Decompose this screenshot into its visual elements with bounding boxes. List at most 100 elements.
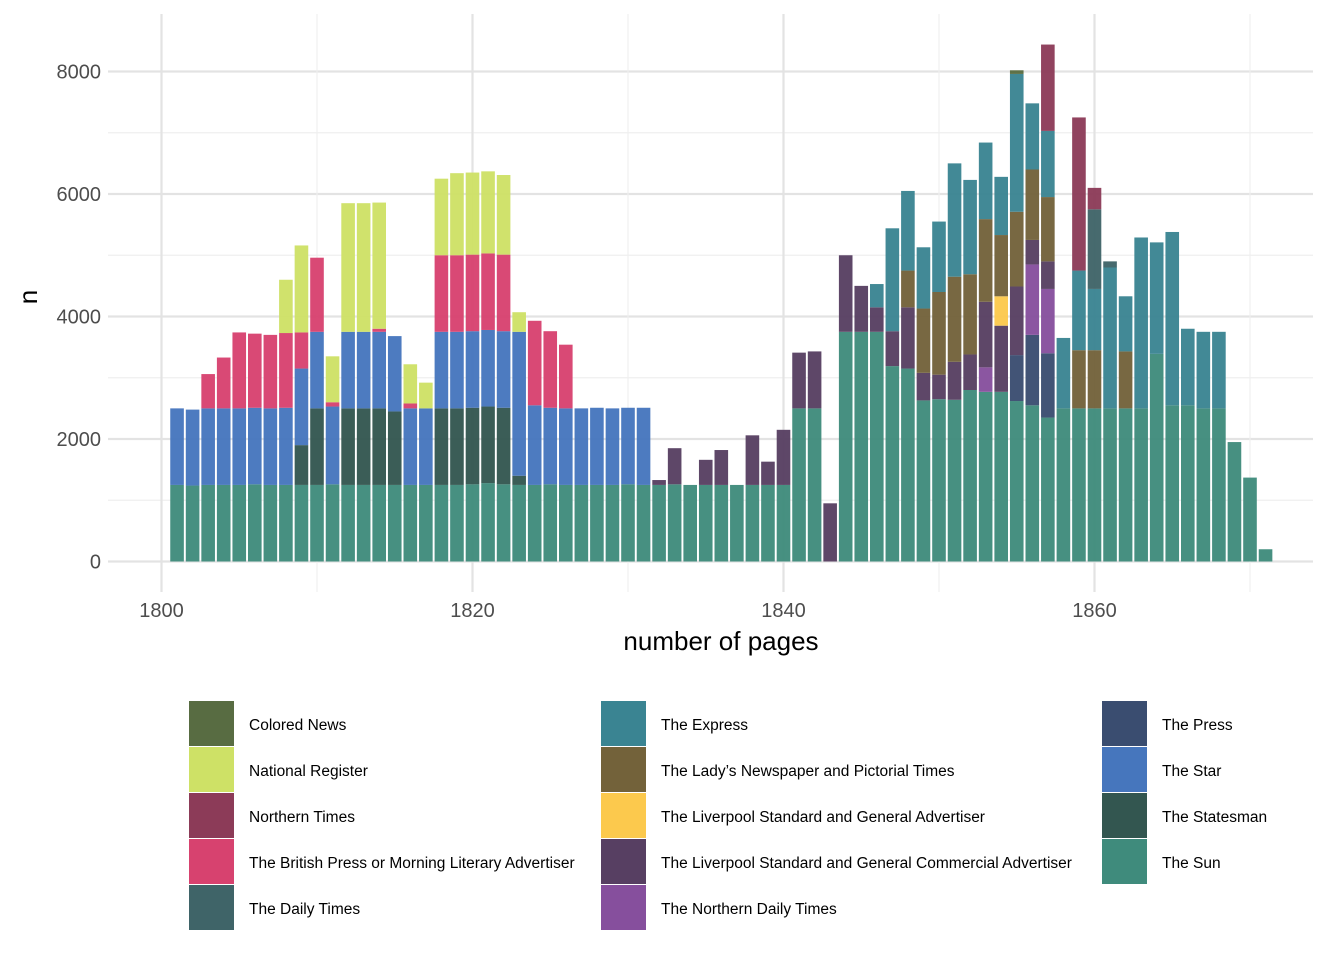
bar-segment bbox=[481, 329, 495, 407]
bar-segment bbox=[372, 331, 386, 409]
bar-segment bbox=[294, 245, 309, 333]
bar-segment bbox=[932, 292, 946, 375]
bar-segment bbox=[916, 372, 931, 401]
bar-segment bbox=[512, 331, 526, 476]
bar-segment bbox=[450, 255, 464, 332]
bar-segment bbox=[341, 203, 355, 332]
bar-segment bbox=[1041, 261, 1055, 289]
bar-segment bbox=[543, 484, 558, 562]
bar-segment bbox=[387, 336, 402, 412]
bar-segment bbox=[434, 408, 449, 485]
bar-segment bbox=[341, 408, 355, 485]
bar-segment bbox=[978, 301, 993, 368]
bar-segment bbox=[1087, 209, 1102, 289]
bar-segment bbox=[605, 408, 620, 485]
bar-segment bbox=[1118, 351, 1133, 409]
bar-segment bbox=[652, 484, 666, 562]
bar-segment bbox=[1196, 408, 1211, 562]
bar-segment bbox=[994, 325, 1008, 392]
bar-segment bbox=[1056, 408, 1071, 562]
bar-segment bbox=[512, 484, 526, 562]
bar-segment bbox=[325, 484, 340, 562]
bar-segment bbox=[527, 484, 542, 562]
bar-segment bbox=[1041, 417, 1055, 562]
bar-segment bbox=[776, 484, 791, 562]
bar-segment bbox=[372, 202, 386, 329]
bar-segment bbox=[621, 484, 635, 562]
bar-segment bbox=[714, 450, 729, 485]
bar-segment bbox=[403, 364, 418, 404]
bar-segment bbox=[216, 408, 231, 485]
y-tick-label: 2000 bbox=[57, 429, 102, 451]
x-axis-ticks: 1800 1820 1840 1860 bbox=[139, 600, 1117, 622]
bar-segment bbox=[1181, 405, 1195, 562]
bar-segment bbox=[310, 408, 324, 485]
bar-segment bbox=[559, 484, 573, 562]
bar-segment bbox=[465, 254, 480, 332]
y-axis-title: n bbox=[13, 290, 43, 304]
bar-segment bbox=[730, 484, 744, 562]
bar-segment bbox=[590, 407, 604, 485]
bar-segment bbox=[947, 276, 962, 362]
bar-segment bbox=[450, 484, 464, 562]
bar-segment bbox=[232, 484, 247, 562]
bar-segment bbox=[1087, 408, 1102, 562]
bar-segment bbox=[387, 411, 402, 485]
bar-segment bbox=[356, 484, 371, 562]
bar-segment bbox=[1087, 350, 1102, 409]
bar-segment bbox=[185, 409, 200, 486]
bar-segment bbox=[574, 484, 589, 562]
legend-label: Colored News bbox=[249, 717, 347, 734]
bar-segment bbox=[325, 356, 340, 403]
bar-segment bbox=[1243, 477, 1257, 562]
bar-segment bbox=[1072, 350, 1086, 409]
bar-segment bbox=[527, 320, 542, 406]
bar-segment bbox=[481, 406, 495, 484]
bar-segment bbox=[201, 484, 215, 562]
bar-segment bbox=[838, 255, 853, 332]
bar-segment bbox=[310, 484, 324, 562]
legend-label: The Liverpool Standard and General Adver… bbox=[661, 809, 985, 826]
bar-segment bbox=[605, 484, 620, 562]
bar-segment bbox=[1041, 197, 1055, 262]
bar-segment bbox=[714, 484, 729, 562]
bar-segment bbox=[294, 445, 309, 485]
bar-segment bbox=[885, 331, 900, 367]
bar-segment bbox=[341, 331, 355, 409]
bar-segment bbox=[496, 175, 511, 255]
bar-segment bbox=[963, 179, 977, 275]
legend-key bbox=[1102, 747, 1147, 792]
bar-segment bbox=[1041, 130, 1055, 198]
bar-segment bbox=[994, 176, 1008, 236]
legend-key bbox=[601, 701, 646, 746]
bar-segment bbox=[1087, 187, 1102, 210]
bar-segment bbox=[698, 459, 713, 485]
bar-segment bbox=[1009, 401, 1024, 562]
bar-segment bbox=[652, 480, 666, 485]
bar-segment bbox=[170, 484, 184, 562]
bar-segment bbox=[761, 461, 775, 485]
bar-segment bbox=[621, 407, 635, 485]
bar-segment bbox=[1025, 405, 1040, 562]
bar-segment bbox=[1041, 44, 1055, 131]
legend-key bbox=[601, 793, 646, 838]
legend-key bbox=[1102, 839, 1147, 884]
legend-key bbox=[189, 701, 234, 746]
bar-segment bbox=[994, 391, 1008, 562]
y-tick-label: 4000 bbox=[57, 307, 102, 329]
bar-segment bbox=[807, 351, 822, 409]
legend-label: The Express bbox=[661, 717, 748, 734]
bar-segment bbox=[1025, 169, 1040, 240]
legend-label: The Star bbox=[1162, 763, 1221, 780]
bar-segment bbox=[294, 332, 309, 369]
y-tick-label: 8000 bbox=[57, 62, 102, 84]
bar-segment bbox=[978, 367, 993, 392]
legend-label: The Northern Daily Times bbox=[661, 901, 837, 918]
bar-segment bbox=[1149, 353, 1164, 562]
bar-segment bbox=[1258, 549, 1273, 562]
bar-segment bbox=[745, 435, 760, 485]
bar-segment bbox=[978, 142, 993, 220]
bar-segment bbox=[325, 402, 340, 407]
bar-segment bbox=[263, 408, 278, 485]
